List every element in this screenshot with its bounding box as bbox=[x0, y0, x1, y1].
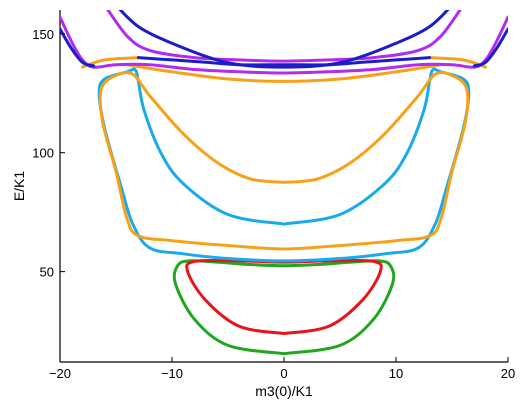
x-ticks: −20 −10 0 10 20 bbox=[49, 357, 515, 381]
series-line-navy-10 bbox=[60, 27, 96, 68]
y-tick-label: 150 bbox=[32, 27, 54, 42]
x-tick-label: −20 bbox=[49, 366, 71, 381]
series-line-sky-2 bbox=[97, 67, 471, 263]
series-line-violet-8 bbox=[106, 10, 462, 63]
series-layer bbox=[60, 10, 508, 356]
x-tick-label: 20 bbox=[501, 366, 515, 381]
series-line-orange-3 bbox=[98, 70, 470, 251]
y-tick-label: 100 bbox=[32, 146, 54, 161]
x-tick-label: −10 bbox=[161, 366, 183, 381]
y-axis-label: E/K1 bbox=[11, 171, 27, 202]
x-tick-label: 0 bbox=[280, 366, 287, 381]
series-line-navy-12 bbox=[136, 56, 432, 67]
series-line-orange-4 bbox=[125, 63, 443, 83]
series-line-red-1 bbox=[185, 258, 383, 335]
series-line-navy-9 bbox=[118, 10, 450, 69]
x-tick-label: 10 bbox=[389, 366, 403, 381]
x-axis-label: m3(0)/K1 bbox=[255, 383, 313, 399]
series-line-green-0 bbox=[172, 259, 396, 356]
series-line-navy-11 bbox=[472, 27, 508, 68]
plot-area bbox=[59, 10, 508, 363]
y-ticks: 50 100 150 bbox=[32, 27, 65, 280]
y-tick-label: 50 bbox=[40, 265, 54, 280]
